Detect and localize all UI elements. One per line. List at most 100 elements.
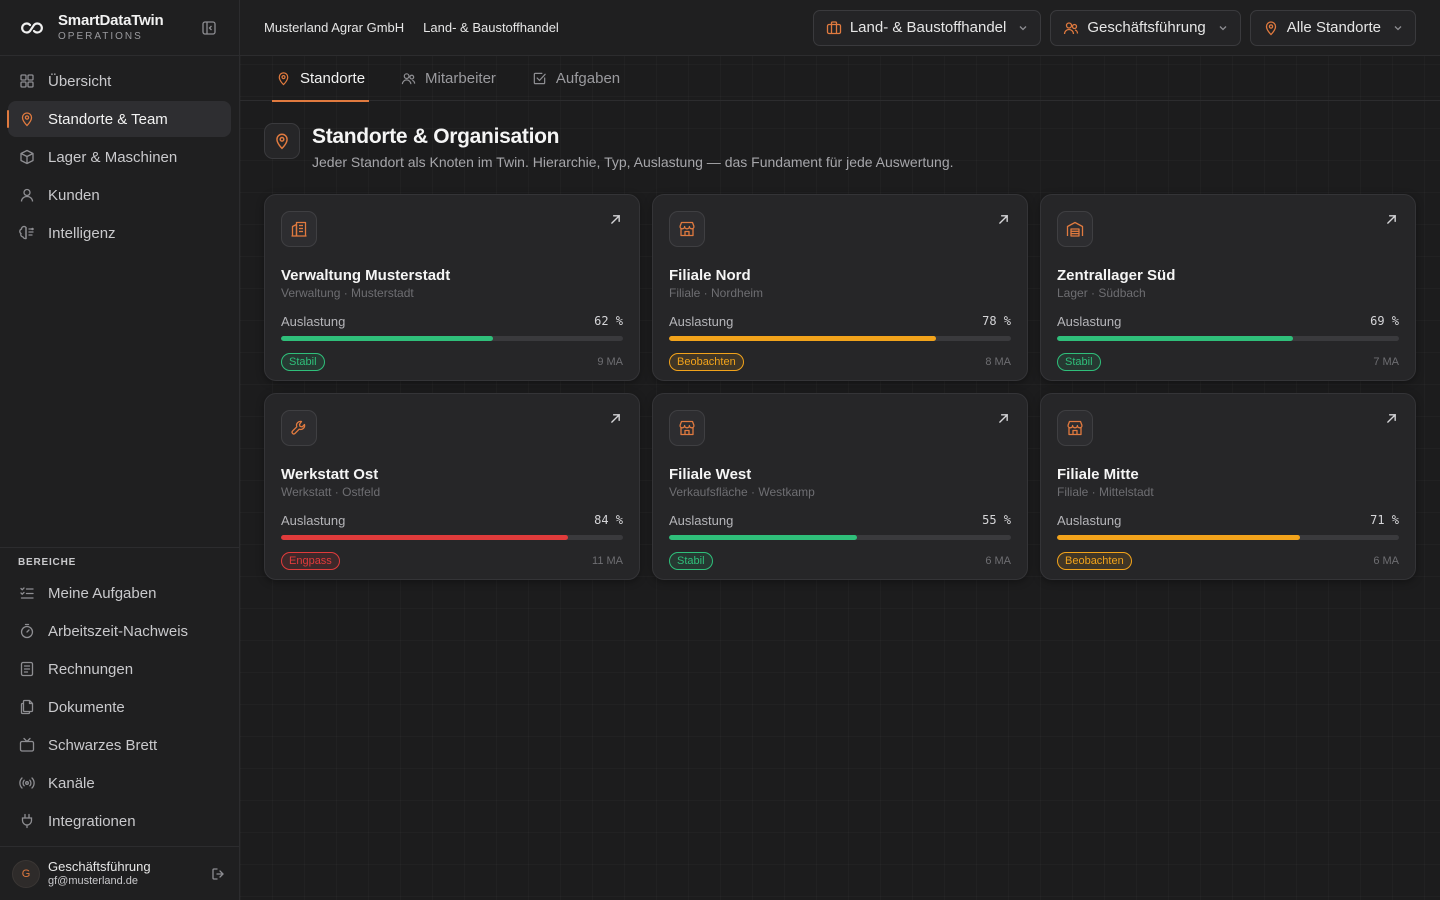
utilization-value: 78 % [982,314,1011,328]
documents-icon [18,698,36,716]
utilization-row: Auslastung 62 % [281,314,623,329]
user-profile[interactable]: G Geschäftsführung gf@musterland.de [0,846,239,900]
sidebar-item-label: Integrationen [48,812,136,830]
sidebar-item-label: Meine Aufgaben [48,584,157,602]
logout-icon[interactable] [209,865,227,883]
utilization-bar [669,336,1011,341]
status-badge: Stabil [281,353,325,371]
sidebar: SmartDataTwin OPERATIONS Übersicht Stando… [0,0,240,900]
utilization-row: Auslastung 78 % [669,314,1011,329]
chevron-down-icon [1218,23,1228,33]
sidebar-item-schwarzes-brett[interactable]: Schwarzes Brett [8,727,231,763]
sidebar-item-arbeitszeit-nachweis[interactable]: Arbeitszeit-Nachweis [8,613,231,649]
users-icon [1063,20,1079,36]
location-meta: Filiale · Nordheim [669,286,764,300]
utilization-bar-fill [669,336,936,341]
sidebar-item-intelligenz[interactable]: Intelligenz [8,215,231,251]
status-badge: Stabil [669,552,713,570]
sidebar-item-label: Lager & Maschinen [48,148,178,166]
tab-mitarbeiter[interactable]: Mitarbeiter [397,56,500,101]
staff-count: 11 MA [592,555,623,567]
arrow-up-right-icon[interactable] [997,412,1009,424]
utilization-bar [281,535,623,540]
arrow-up-right-icon[interactable] [997,213,1009,225]
plug-icon [18,812,36,830]
sidebar-item-label: Arbeitszeit-Nachweis [48,622,189,640]
sidebar-item-label: Dokumente [48,698,125,716]
utilization-row: Auslastung 55 % [669,513,1011,528]
sidebar-item-label: Rechnungen [48,660,134,678]
utilization-label: Auslastung [281,314,346,329]
utilization-bar [281,336,623,341]
chevron-down-icon [1018,23,1028,33]
role-select[interactable]: Geschäftsführung [1050,9,1241,46]
utilization-label: Auslastung [669,513,734,528]
page-header: Standorte & Organisation Jeder Standort … [240,101,1440,170]
industry-select[interactable]: Land- & Baustoffhandel [812,9,1042,46]
utilization-row: Auslastung 84 % [281,513,623,528]
card-footer: Stabil 7 MA [1057,353,1399,371]
utilization-row: Auslastung 69 % [1057,314,1399,329]
tab-standorte[interactable]: Standorte [272,56,370,102]
location-name: Verwaltung Musterstadt [281,267,451,284]
main-nav: Übersicht Standorte & Team Lager & Maschin… [0,56,239,251]
stopwatch-icon [18,622,36,640]
sidebar-item-kunden[interactable]: Kunden [8,177,231,213]
location-name: Zentrallager Süd [1057,267,1176,284]
chevron-down-icon [1393,23,1403,33]
tab-aufgaben[interactable]: Aufgaben [528,56,624,101]
location-meta: Filiale · Mittelstadt [1057,485,1154,499]
breadcrumb-company[interactable]: Musterland Agrar GmbH [264,20,405,35]
sidebar-item-kanaele[interactable]: Kanäle [8,765,231,801]
location-card[interactable]: Werkstatt Ost Werkstatt · Ostfeld Auslastu… [264,393,640,580]
sidebar-item-dokumente[interactable]: Dokumente [8,689,231,725]
utilization-bar [1057,535,1399,540]
sidebar-item-meine-aufgaben[interactable]: Meine Aufgaben [8,575,231,611]
collapse-sidebar-button[interactable] [199,18,219,38]
sidebar-item-uebersicht[interactable]: Übersicht [8,63,231,99]
utilization-bar-fill [1057,336,1293,341]
utilization-label: Auslastung [1057,314,1122,329]
utilization-bar [669,535,1011,540]
status-badge: Engpass [281,552,340,570]
sidebar-item-label: Übersicht [48,72,112,90]
store-icon [669,211,705,247]
areas-section: BEREICHE Meine Aufgaben Arbeitszeit-Nachw… [0,547,239,841]
card-footer: Beobachten 6 MA [1057,552,1399,570]
sidebar-item-integrationen[interactable]: Integrationen [8,803,231,839]
breadcrumb-branch[interactable]: Land- & Baustoffhandel [423,20,559,35]
section-label: BEREICHE [18,557,77,568]
location-select[interactable]: Alle Standorte [1249,9,1416,46]
staff-count: 7 MA [1373,356,1399,368]
building-icon [281,211,317,247]
tab-label: Standorte [300,70,366,87]
sidebar-item-label: Intelligenz [48,224,116,242]
topbar: Musterland Agrar GmbH Land- & Baustoffha… [240,0,1440,56]
location-card[interactable]: Zentrallager Süd Lager · Südbach Auslastun… [1040,194,1416,381]
location-card[interactable]: Filiale Nord Filiale · Nordheim Auslastung… [652,194,1028,381]
location-card[interactable]: Verwaltung Musterstadt Verwaltung · Muste… [264,194,640,381]
tab-bar: Standorte Mitarbeiter Aufgaben [240,56,1440,102]
sidebar-item-rechnungen[interactable]: Rechnungen [8,651,231,687]
location-card[interactable]: Filiale Mitte Filiale · Mittelstadt Auslas… [1040,393,1416,580]
briefcase-icon [826,20,842,36]
arrow-up-right-icon[interactable] [609,412,621,424]
utilization-bar [1057,336,1399,341]
brand-subtitle: OPERATIONS [58,31,143,42]
sidebar-item-label: Schwarzes Brett [48,736,158,754]
utilization-value: 84 % [594,513,623,527]
location-card[interactable]: Filiale West Verkaufsfläche · Westkamp Aus… [652,393,1028,580]
user-name: Geschäftsführung [48,859,151,875]
location-select-value: Alle Standorte [1286,19,1381,36]
arrow-up-right-icon[interactable] [609,213,621,225]
staff-count: 8 MA [985,356,1011,368]
card-footer: Engpass 11 MA [281,552,623,570]
user-icon [18,186,36,204]
sidebar-item-label: Kanäle [48,774,95,792]
sidebar-item-standorte-team[interactable]: Standorte & Team [7,101,231,137]
sidebar-item-lager-maschinen[interactable]: Lager & Maschinen [8,139,231,175]
location-name: Filiale Mitte [1057,466,1139,483]
arrow-up-right-icon[interactable] [1385,213,1397,225]
page-title: Standorte & Organisation [312,125,560,148]
arrow-up-right-icon[interactable] [1385,412,1397,424]
